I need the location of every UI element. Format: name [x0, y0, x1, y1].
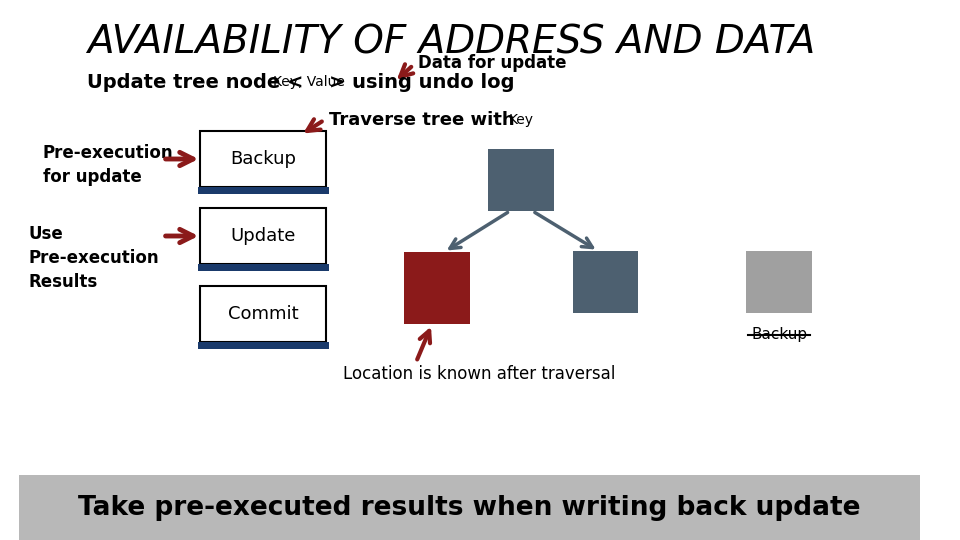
Text: Data for update: Data for update — [418, 54, 566, 72]
Bar — [19, 475, 920, 540]
FancyBboxPatch shape — [201, 286, 326, 342]
Text: Key: Key — [509, 113, 534, 127]
FancyBboxPatch shape — [201, 208, 326, 264]
Text: Update tree node <: Update tree node < — [86, 72, 303, 91]
Bar — [573, 251, 638, 313]
Text: Location is known after traversal: Location is known after traversal — [343, 365, 615, 383]
Text: Commit: Commit — [228, 305, 299, 323]
Text: Update: Update — [230, 227, 296, 245]
Text: Traverse tree with: Traverse tree with — [329, 111, 520, 129]
Bar — [198, 264, 329, 271]
Bar — [746, 251, 812, 313]
Bar — [404, 252, 469, 324]
Bar — [198, 187, 329, 194]
Text: Key, Value: Key, Value — [273, 75, 345, 89]
Text: Use
Pre-execution
Results: Use Pre-execution Results — [29, 225, 159, 291]
Text: Take pre-executed results when writing back update: Take pre-executed results when writing b… — [79, 495, 861, 521]
FancyBboxPatch shape — [201, 131, 326, 187]
Text: > using undo log: > using undo log — [329, 72, 515, 91]
Bar — [198, 342, 329, 349]
Text: AVAILABILITY OF ADDRESS AND DATA: AVAILABILITY OF ADDRESS AND DATA — [86, 23, 815, 61]
Bar — [489, 149, 554, 211]
Text: Backup: Backup — [230, 150, 297, 168]
Text: Pre-execution
for update: Pre-execution for update — [42, 144, 174, 186]
Text: Backup: Backup — [751, 327, 807, 342]
